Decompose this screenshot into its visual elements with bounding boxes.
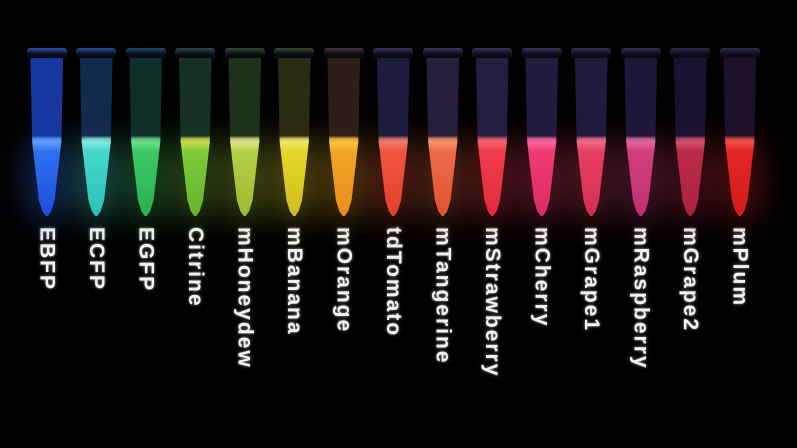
microcentrifuge-tube	[568, 48, 615, 224]
microcentrifuge-tube	[221, 48, 268, 224]
tube-group: ECFP	[72, 48, 122, 377]
tube-group: mStrawberry	[468, 48, 518, 377]
tube-group: mGrape2	[666, 48, 716, 377]
tube-group: mOrange	[319, 48, 369, 377]
microcentrifuge-tube	[716, 48, 763, 224]
tube-label: mCherry	[530, 227, 554, 328]
tube-cap	[26, 48, 67, 58]
microcentrifuge-tube	[122, 48, 169, 224]
tube-label: ECFP	[84, 227, 108, 292]
microcentrifuge-tube	[370, 48, 417, 224]
tube-group: EGFP	[121, 48, 171, 377]
tube-label: EGFP	[134, 227, 158, 293]
tube-cap	[422, 48, 463, 58]
tube-label: mPlum	[728, 227, 752, 308]
tube-label: mRaspberry	[629, 227, 653, 370]
microcentrifuge-tube	[667, 48, 714, 224]
tube-cap	[670, 48, 711, 58]
microcentrifuge-tube	[23, 48, 70, 224]
tube-label: mGrape2	[678, 227, 702, 333]
microcentrifuge-tube	[320, 48, 367, 224]
microcentrifuge-tube	[518, 48, 565, 224]
tube-cap	[719, 48, 760, 58]
tube-group: mPlum	[715, 48, 765, 377]
tube-cap	[323, 48, 364, 58]
tube-group: EBFP	[22, 48, 72, 377]
tube-group: mTangerine	[418, 48, 468, 377]
microcentrifuge-tube	[469, 48, 516, 224]
tube-cap	[224, 48, 265, 58]
tube-label: tdTomato	[381, 227, 405, 338]
tube-label: mStrawberry	[480, 227, 504, 378]
tube-group: mHoneydew	[220, 48, 270, 377]
tube-label: Citrine	[183, 227, 207, 308]
tube-group: Citrine	[171, 48, 221, 377]
tube-group: mBanana	[270, 48, 320, 377]
tube-group: tdTomato	[369, 48, 419, 377]
microcentrifuge-tube	[617, 48, 664, 224]
tube-group: mCherry	[517, 48, 567, 377]
microcentrifuge-tube	[172, 48, 219, 224]
tube-cap	[571, 48, 612, 58]
tube-cap	[472, 48, 513, 58]
tube-label: mOrange	[332, 227, 356, 334]
tube-cap	[125, 48, 166, 58]
tube-label: mGrape1	[579, 227, 603, 333]
tube-label: EBFP	[35, 227, 59, 292]
tube-label: mTangerine	[431, 227, 455, 365]
tube-label: mHoneydew	[233, 227, 257, 369]
tube-group: mGrape1	[567, 48, 617, 377]
tube-cap	[175, 48, 216, 58]
tube-cap	[76, 48, 117, 58]
tube-cap	[620, 48, 661, 58]
microcentrifuge-tube	[419, 48, 466, 224]
tube-cap	[521, 48, 562, 58]
tube-label: mBanana	[282, 227, 306, 336]
microcentrifuge-tube	[271, 48, 318, 224]
tube-cap	[274, 48, 315, 58]
microcentrifuge-tube	[73, 48, 120, 224]
tube-group: mRaspberry	[616, 48, 666, 377]
tube-row: EBFP ECFP EGFP Citrine mHoneydew	[22, 48, 765, 377]
tube-cap	[373, 48, 414, 58]
